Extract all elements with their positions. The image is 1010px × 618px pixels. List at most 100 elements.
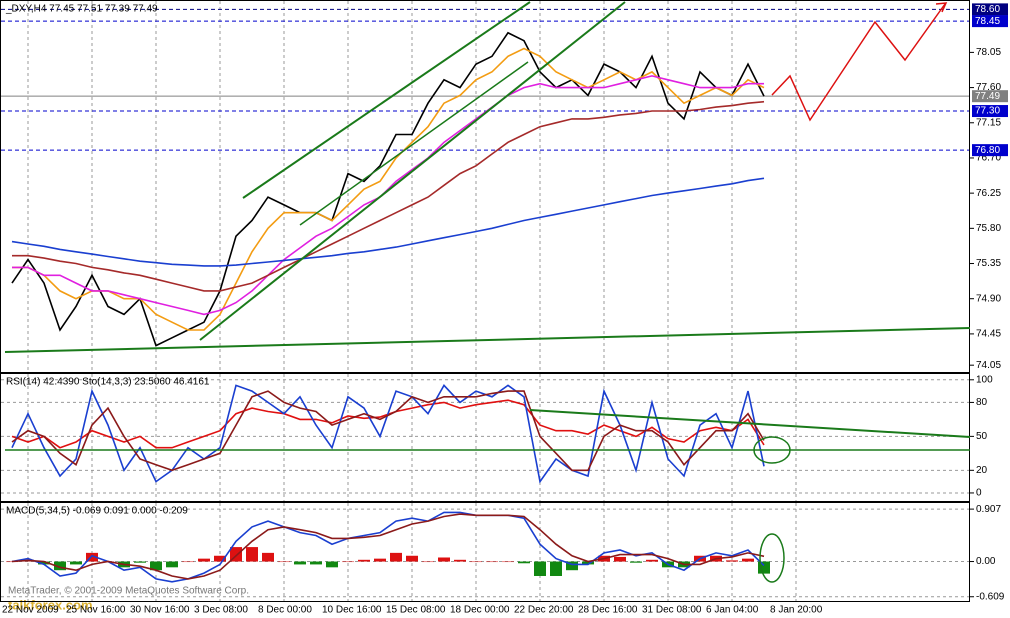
y-tick-label: 0.907 — [976, 504, 1001, 515]
y-tick-label: 75.80 — [976, 223, 1001, 234]
histogram-bar — [390, 552, 402, 562]
support-line — [4, 327, 971, 353]
histogram-bar — [726, 560, 738, 562]
trend-line — [199, 1, 626, 341]
y-tick-label: 74.05 — [976, 360, 1001, 371]
panel-frame — [0, 502, 970, 602]
y-tick-label: 75.35 — [976, 258, 1001, 269]
histogram-bar — [150, 561, 162, 571]
annotation-circle — [753, 436, 791, 464]
x-tick-label: 25 Nov 16:00 — [66, 605, 126, 616]
x-tick-label: 30 Nov 16:00 — [130, 605, 190, 616]
histogram-bar — [614, 556, 626, 562]
histogram-bar — [486, 561, 498, 563]
histogram-bar — [294, 561, 306, 565]
histogram-bar — [278, 561, 290, 563]
histogram-bar — [518, 561, 530, 564]
histogram-bar — [86, 552, 98, 562]
histogram-bar — [198, 558, 210, 562]
panel-title: RSI(14) 42.4390 Sto(14,3,3) 23.5060 46.4… — [6, 377, 210, 388]
series-line — [11, 513, 765, 580]
level-label: 77.30 — [975, 106, 1000, 117]
y-tick-label: -0.609 — [976, 591, 1005, 602]
panel-title: MACD(5,34,5) -0.069 0.091 0.000 -0.209 — [6, 506, 188, 517]
histogram-bar — [374, 558, 386, 562]
histogram-bar — [550, 561, 562, 576]
x-tick-label: 18 Dec 00:00 — [450, 605, 510, 616]
y-tick-label: 20 — [976, 465, 988, 476]
histogram-bar — [54, 561, 66, 571]
level-label: 78.60 — [975, 4, 1000, 15]
histogram-bar — [438, 557, 450, 562]
y-tick-label: 77.15 — [976, 117, 1001, 128]
series-line — [12, 100, 765, 292]
histogram-bar — [646, 559, 658, 562]
level-label-box — [972, 105, 1008, 118]
x-tick-label: 8 Jan 20:00 — [770, 605, 823, 616]
y-tick-label: 76.70 — [976, 153, 1001, 164]
x-tick-label: 8 Dec 00:00 — [258, 605, 312, 616]
histogram-bar — [38, 561, 50, 565]
y-tick-label: 100 — [976, 374, 993, 385]
histogram-bar — [502, 561, 514, 563]
series-line — [11, 390, 765, 472]
x-tick-label: 6 Jan 04:00 — [706, 605, 759, 616]
histogram-bar — [454, 559, 466, 562]
y-tick-label: 74.45 — [976, 329, 1001, 340]
x-tick-label: 3 Dec 08:00 — [194, 605, 248, 616]
histogram-bar — [214, 555, 226, 562]
histogram-bar — [70, 561, 82, 565]
y-tick-label: 0 — [976, 488, 982, 499]
histogram-bar — [166, 561, 178, 568]
trend-line — [242, 1, 531, 199]
x-tick-label: 22 Dec 20:00 — [514, 605, 574, 616]
histogram-bar — [6, 561, 18, 563]
histogram-bar — [262, 552, 274, 562]
level-label: 78.45 — [975, 16, 1000, 27]
y-tick-label: 77.60 — [976, 82, 1001, 93]
histogram-bar — [342, 561, 354, 563]
y-tick-label: 78.05 — [976, 47, 1001, 58]
level-label-box — [972, 90, 1008, 103]
level-label-box — [972, 3, 1008, 16]
x-tick-label: 10 Dec 16:00 — [322, 605, 382, 616]
series-line — [11, 384, 765, 484]
x-tick-label: 15 Dec 08:00 — [386, 605, 446, 616]
histogram-bar — [534, 561, 546, 576]
y-tick-label: 76.25 — [976, 188, 1001, 199]
histogram-bar — [630, 561, 642, 563]
panel-title: _DXY,H4 77.45 77.51 77.39 77.49 — [5, 4, 158, 15]
histogram-bar — [246, 547, 258, 562]
series-line — [11, 177, 765, 267]
histogram-bar — [566, 561, 578, 571]
forecast-path — [771, 3, 946, 122]
histogram-bar — [582, 561, 594, 565]
forecast-arrowhead — [935, 2, 948, 13]
panel-frame — [0, 0, 970, 373]
y-tick-label: 80 — [976, 397, 988, 408]
series-line — [11, 31, 765, 347]
watermark-copyright: MetaTrader, © 2001-2009 MetaQuotes Softw… — [8, 586, 249, 597]
level-label-box — [972, 144, 1008, 157]
histogram-bar — [358, 559, 370, 562]
histogram-bar — [406, 555, 418, 562]
histogram-bar — [310, 561, 322, 565]
y-tick-label: 50 — [976, 431, 988, 442]
histogram-bar — [182, 561, 194, 563]
x-tick-label: 31 Dec 08:00 — [642, 605, 702, 616]
annotation-circle — [759, 533, 785, 583]
y-tick-label: 74.90 — [976, 293, 1001, 304]
y-tick-label: 0.00 — [976, 556, 996, 567]
rsi-trend-line — [529, 409, 971, 438]
histogram-bar — [134, 561, 146, 563]
level-label-box — [972, 15, 1008, 28]
histogram-bar — [470, 561, 482, 563]
level-label: 77.49 — [975, 91, 1000, 102]
level-label: 76.80 — [975, 145, 1000, 156]
trend-line — [299, 61, 529, 226]
histogram-bar — [422, 561, 434, 563]
x-tick-label: 28 Dec 16:00 — [578, 605, 638, 616]
histogram-bar — [326, 561, 338, 568]
x-tick-label: 22 Nov 2009 — [2, 605, 59, 616]
